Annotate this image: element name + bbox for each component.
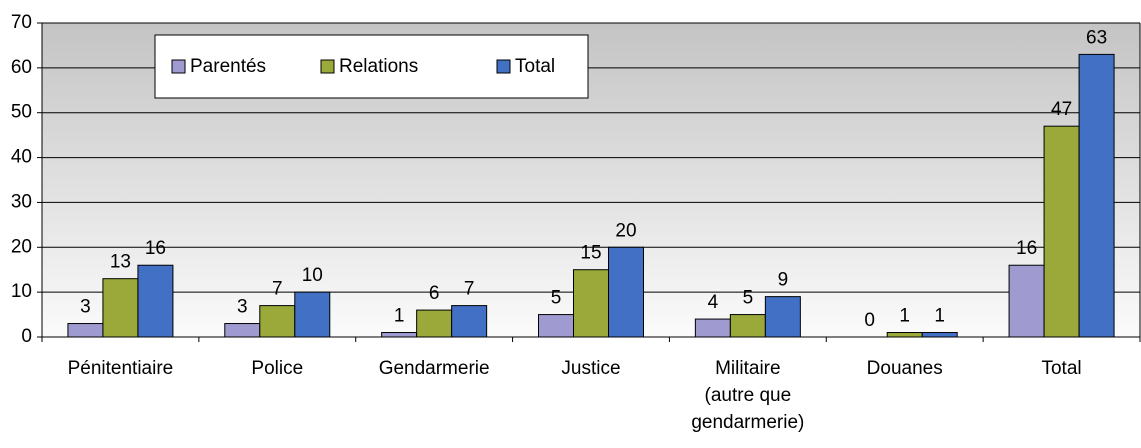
y-tick-label: 10 [11, 281, 32, 302]
y-tick-label: 20 [11, 236, 32, 257]
value-label: 63 [1086, 27, 1107, 48]
y-tick-label: 70 [11, 12, 32, 33]
bar [137, 264, 174, 338]
value-label: 7 [272, 279, 283, 300]
legend-swatch [496, 59, 511, 74]
x-tick-label: Police [251, 358, 304, 379]
y-tick-label: 40 [11, 147, 32, 168]
x-tick-label: Douanes [866, 358, 943, 379]
value-label: 47 [1051, 99, 1072, 120]
x-tick-label: Gendarmerie [378, 358, 490, 379]
value-label: 1 [934, 306, 945, 327]
value-label: 1 [394, 306, 405, 327]
y-tick-label: 60 [11, 57, 32, 78]
x-tick-label: Pénitentiaire [67, 358, 174, 379]
value-label: 5 [551, 288, 562, 309]
value-label: 15 [580, 243, 601, 264]
bar [1008, 264, 1045, 338]
legend-swatch [171, 59, 186, 74]
value-label: 4 [708, 292, 719, 313]
value-label: 9 [778, 270, 789, 291]
bar [294, 291, 331, 338]
bar [921, 332, 958, 338]
bar [886, 332, 923, 338]
legend-label: Parentés [190, 56, 266, 77]
value-label: 10 [302, 265, 323, 286]
bar [538, 314, 574, 338]
bar [416, 309, 453, 338]
bar [224, 323, 261, 338]
value-label: 3 [80, 297, 91, 318]
bar [1078, 53, 1115, 338]
value-label: 16 [1016, 238, 1037, 259]
bar [573, 269, 609, 338]
value-label: 13 [110, 252, 131, 273]
value-label: 5 [743, 288, 754, 309]
bar [1043, 125, 1080, 338]
value-label: 6 [429, 283, 440, 304]
bar [729, 314, 766, 338]
y-tick-label: 30 [11, 191, 32, 212]
legend: Parentés Relations Total [154, 34, 589, 99]
bar [259, 305, 296, 338]
bar [451, 305, 488, 338]
y-tick-label: 0 [21, 326, 32, 347]
value-label: 1 [899, 306, 910, 327]
x-tick-label: Total [1041, 358, 1082, 379]
bar [608, 246, 644, 338]
value-label: 16 [145, 238, 166, 259]
value-label: 3 [237, 297, 248, 318]
legend-label: Relations [339, 56, 418, 77]
value-label: 7 [464, 279, 475, 300]
bar [102, 278, 139, 338]
x-tick-label: Justice [561, 358, 621, 379]
bar [764, 296, 801, 338]
legend-swatch [320, 59, 335, 74]
legend-label: Total [515, 56, 555, 77]
y-tick-label: 50 [11, 102, 32, 123]
x-tick-label: Militaire (autre que gendarmerie) [691, 358, 805, 433]
value-label: 20 [615, 220, 636, 241]
bar [381, 332, 418, 338]
value-label: 0 [864, 310, 875, 331]
bar [67, 323, 104, 338]
bar [694, 318, 731, 338]
legend-box [154, 34, 589, 99]
